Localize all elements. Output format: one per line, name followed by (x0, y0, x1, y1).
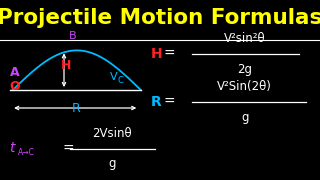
Text: R: R (150, 95, 161, 109)
Text: =: = (62, 141, 74, 156)
Text: g: g (241, 111, 249, 123)
Text: V²sin²θ: V²sin²θ (224, 32, 266, 45)
Text: O: O (10, 80, 20, 93)
Text: B: B (69, 31, 76, 41)
Text: R: R (72, 102, 81, 114)
Text: =: = (163, 47, 175, 61)
Text: =: = (163, 95, 175, 109)
Text: 2g: 2g (237, 63, 252, 76)
Text: 2Vsinθ: 2Vsinθ (92, 127, 132, 140)
Text: Projectile Motion Formulas: Projectile Motion Formulas (0, 8, 320, 28)
Text: g: g (108, 157, 116, 170)
Text: H: H (150, 47, 162, 61)
Text: C: C (118, 76, 124, 85)
Text: A→C: A→C (18, 148, 35, 157)
Text: V: V (110, 71, 118, 82)
Text: V²Sin(2θ): V²Sin(2θ) (217, 80, 272, 93)
Text: t: t (10, 141, 15, 156)
Text: H: H (61, 59, 71, 72)
Text: A: A (10, 66, 19, 78)
